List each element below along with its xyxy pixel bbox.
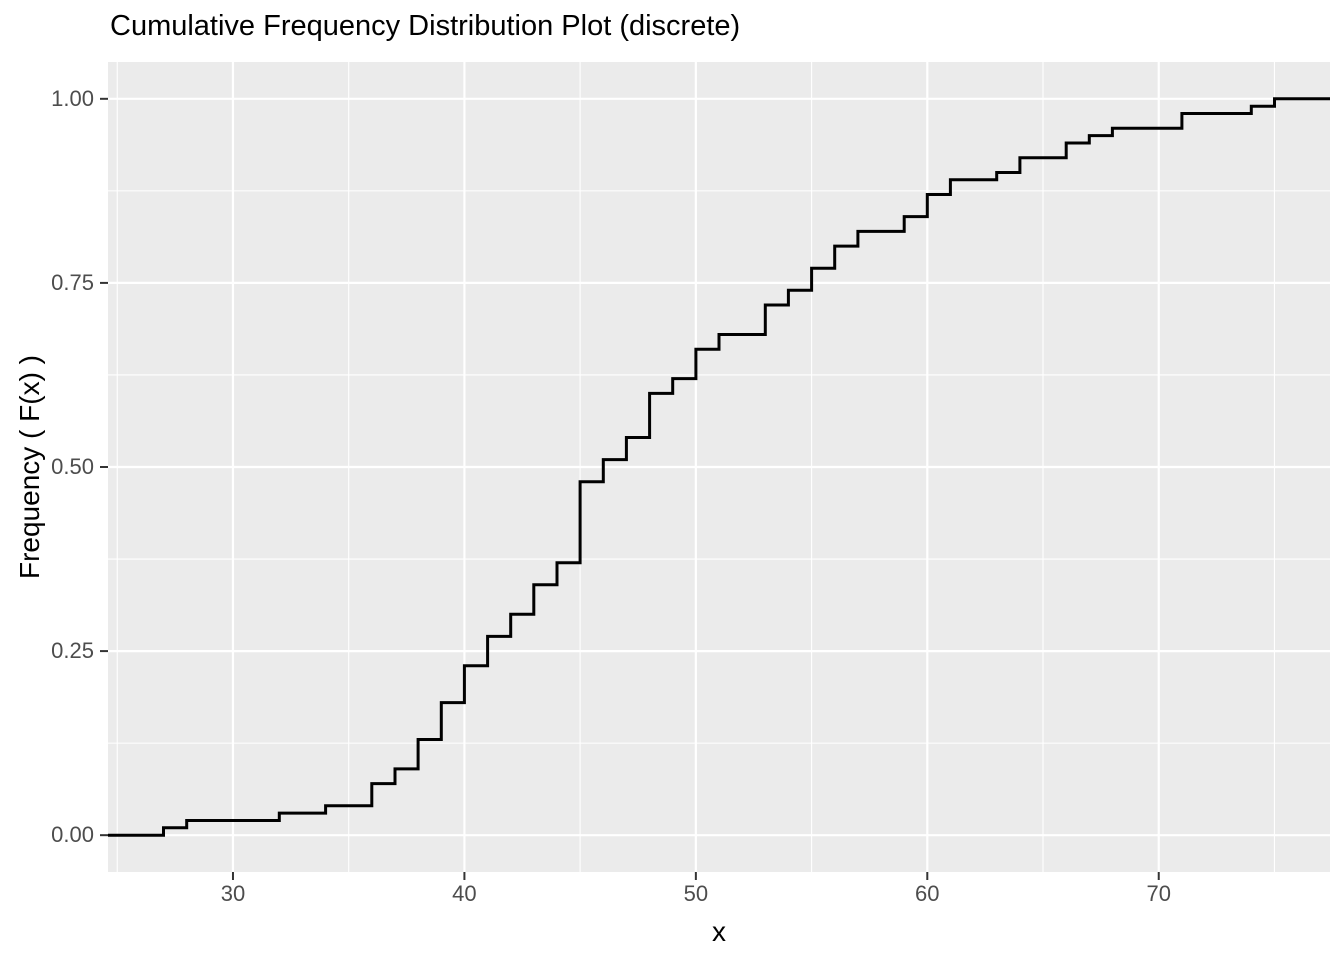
y-tick-label: 1.00 — [51, 85, 94, 111]
y-tick-label: 0.75 — [51, 269, 94, 295]
x-axis-title: x — [712, 916, 726, 947]
chart-title: Cumulative Frequency Distribution Plot (… — [110, 10, 741, 42]
y-tick-label: 0.25 — [51, 638, 94, 664]
y-tick-label: 0.00 — [51, 822, 94, 848]
ecdf-step-line — [108, 97, 1330, 837]
x-tick-label: 50 — [683, 881, 709, 906]
x-tick-label: 60 — [915, 881, 940, 906]
x-tick-label: 40 — [452, 881, 477, 906]
y-tick-label: 0.50 — [51, 454, 94, 479]
x-tick-label: 70 — [1146, 881, 1171, 906]
x-tick-label: 30 — [220, 881, 246, 906]
